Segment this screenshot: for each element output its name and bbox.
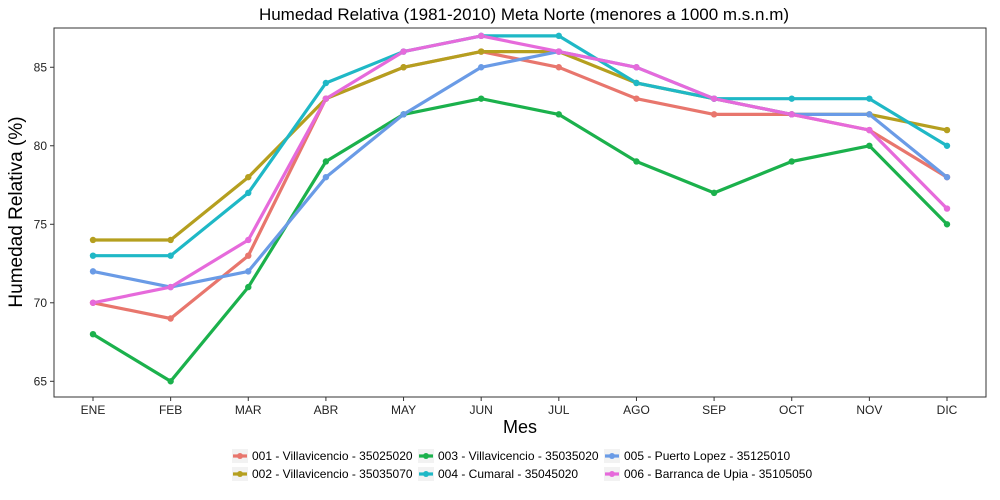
x-axis-title: Mes <box>503 417 537 437</box>
y-tick-label: 80 <box>34 139 48 153</box>
data-point-series-1 <box>710 111 718 118</box>
data-point-series-3 <box>710 189 718 197</box>
data-point-series-6 <box>89 299 97 306</box>
data-point-series-4 <box>167 252 174 259</box>
data-point-series-4 <box>633 79 640 87</box>
x-tick-label: ENE <box>81 403 106 417</box>
data-point-series-3 <box>633 158 640 165</box>
data-point-series-3 <box>943 221 951 228</box>
legend-item-6: 006 - Barranca de Upia - 35105050 <box>604 467 812 481</box>
legend: 001 - Villavicencio - 35025020 002 - Vill… <box>232 449 812 481</box>
legend-label: 005 - Puerto Lopez - 35125010 <box>624 449 790 463</box>
y-tick-label: 70 <box>34 296 48 310</box>
x-axis: ENE FEB MAR ABR MAY JUN JUL AGO SEP OCT NOV DIC <box>81 397 958 417</box>
data-point-series-6 <box>477 32 485 40</box>
data-point-series-3 <box>245 283 252 291</box>
data-point-series-4 <box>245 189 252 197</box>
legend-label: 003 - Villavicencio - 35035020 <box>438 449 599 463</box>
legend-label: 002 - Villavicencio - 35035070 <box>252 467 413 481</box>
x-tick-label: JUL <box>548 403 570 417</box>
x-tick-label: ABR <box>314 403 339 417</box>
data-point-series-5 <box>477 64 485 71</box>
x-tick-label: AGO <box>623 403 650 417</box>
data-point-series-6 <box>710 95 718 102</box>
data-point-series-5 <box>400 111 407 118</box>
legend-item-5: 005 - Puerto Lopez - 35125010 <box>604 449 790 463</box>
x-tick-label: JUN <box>470 403 493 417</box>
y-tick-label: 85 <box>34 60 48 74</box>
data-point-series-6 <box>788 111 795 118</box>
data-point-series-4 <box>788 95 795 102</box>
data-point-series-3 <box>477 95 485 102</box>
data-point-series-2 <box>89 236 97 244</box>
x-tick-label: MAY <box>391 403 416 417</box>
data-point-series-6 <box>633 64 640 71</box>
data-point-series-4 <box>89 252 97 259</box>
x-tick-label: SEP <box>702 403 726 417</box>
legend-key-point <box>237 471 243 477</box>
series-line-3 <box>91 97 949 383</box>
data-point-series-6 <box>322 95 330 102</box>
legend-item-1: 001 - Villavicencio - 35025020 <box>232 449 413 463</box>
data-point-series-1 <box>633 95 640 102</box>
data-point-series-3 <box>788 158 795 165</box>
data-point-series-5 <box>245 268 252 275</box>
x-tick-label: MAR <box>235 403 262 417</box>
plot-panel <box>53 27 987 398</box>
legend-key-point <box>609 453 615 459</box>
data-point-series-3 <box>322 158 330 165</box>
legend-label: 006 - Barranca de Upia - 35105050 <box>624 467 812 481</box>
legend-key-point <box>423 471 429 477</box>
legend-item-4: 004 - Cumaral - 35045020 <box>418 467 578 481</box>
data-point-series-5 <box>89 268 97 275</box>
series-line-6 <box>91 34 949 305</box>
legend-label: 001 - Villavicencio - 35025020 <box>252 449 413 463</box>
series-line-5 <box>91 49 949 289</box>
data-point-series-3 <box>89 330 97 338</box>
series-line-4 <box>91 34 949 258</box>
data-point-series-2 <box>167 236 174 244</box>
data-point-series-6 <box>943 205 951 212</box>
data-point-series-3 <box>866 142 873 149</box>
data-point-series-4 <box>322 79 330 87</box>
x-tick-label: DIC <box>937 403 958 417</box>
data-point-series-5 <box>322 173 330 181</box>
legend-item-2: 002 - Villavicencio - 35035070 <box>232 467 413 481</box>
x-tick-label: NOV <box>856 403 882 417</box>
data-point-series-4 <box>943 142 951 149</box>
data-point-series-6 <box>167 283 174 291</box>
data-point-series-6 <box>555 48 563 55</box>
data-point-series-6 <box>400 48 407 55</box>
x-tick-label: FEB <box>159 403 182 417</box>
data-point-series-2 <box>477 48 485 55</box>
y-axis: 65 70 75 80 85 <box>34 60 54 388</box>
data-point-series-1 <box>167 315 174 322</box>
data-point-series-2 <box>245 173 252 181</box>
chart-title: Humedad Relativa (1981-2010) Meta Norte … <box>259 5 789 24</box>
data-point-series-3 <box>555 111 563 118</box>
legend-item-3: 003 - Villavicencio - 35035020 <box>418 449 599 463</box>
x-tick-label: OCT <box>779 403 805 417</box>
legend-key-point <box>237 453 243 459</box>
data-point-series-2 <box>943 126 951 134</box>
data-point-series-1 <box>555 64 563 71</box>
data-point-series-1 <box>245 252 252 259</box>
legend-label: 004 - Cumaral - 35045020 <box>438 467 578 481</box>
legend-key-point <box>423 453 429 459</box>
series-points <box>89 32 951 385</box>
data-point-series-6 <box>245 236 252 244</box>
data-point-series-4 <box>555 32 563 40</box>
data-point-series-5 <box>866 111 873 118</box>
legend-key-point <box>609 471 615 477</box>
data-point-series-4 <box>866 95 873 102</box>
y-tick-label: 65 <box>34 374 48 388</box>
y-tick-label: 75 <box>34 217 48 231</box>
y-axis-title: Humedad Relativa (%) <box>6 116 27 307</box>
data-point-series-2 <box>400 64 407 71</box>
data-point-series-6 <box>866 126 873 134</box>
data-point-series-3 <box>167 378 174 385</box>
series-lines <box>91 34 949 383</box>
data-point-series-5 <box>943 173 951 181</box>
